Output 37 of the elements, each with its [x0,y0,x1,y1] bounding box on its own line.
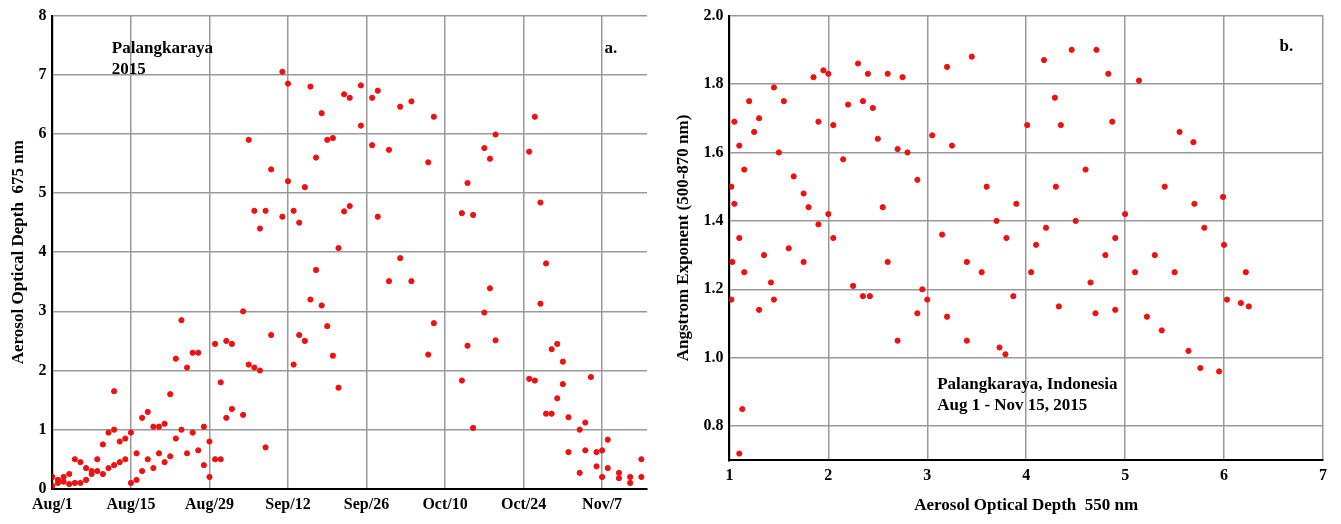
y-tick-label: 0.8 [703,416,724,434]
annotation: Palangkaraya 2015 [111,38,214,79]
y-tick-label: 1 [38,419,47,437]
x-tick-label: Sep/26 [343,494,390,513]
x-tick-label: 4 [1022,466,1031,484]
y-tick-label: 1.2 [703,279,724,297]
y-axis-title: Angstrom Exponent (500-870 nm) [672,114,692,362]
y-tick-label: 2 [38,360,47,378]
y-tick-label: 1.0 [703,347,724,365]
y-tick-label: 1.8 [703,74,724,92]
x-tick-label: 3 [923,466,932,484]
y-tick-label: 7 [38,64,47,82]
x-tick-label: Nov/7 [582,494,623,512]
y-tick-label: 1.4 [703,211,724,229]
x-tick-label: 7 [1319,466,1327,484]
annotation: b. [1279,36,1294,56]
x-tick-label: Oct/24 [500,494,547,512]
y-tick-label: 5 [38,183,47,201]
x-tick-label: 5 [1121,466,1130,484]
y-tick-label: 1.6 [703,142,724,160]
y-tick-label: 8 [38,5,47,23]
x-tick-label: Aug/15 [106,494,156,513]
x-tick-label: Aug/1 [31,494,73,513]
y-axis-title: Aerosol Optical Depth 675 nm [7,140,27,365]
x-tick-label: Oct/10 [422,494,468,512]
annotation: Palangkaraya, Indonesia Aug 1 - Nov 15, 2015 [937,374,1119,415]
x-tick-label: Aug/29 [185,494,234,513]
x-axis-title: Aerosol Optical Depth 550 nm [914,495,1139,515]
annotation: a. [604,38,618,58]
y-tick-label: 3 [38,301,47,319]
y-tick-label: 2.0 [703,5,724,23]
x-tick-label: 2 [824,466,833,484]
y-tick-label: 4 [38,242,47,260]
x-tick-label: 6 [1220,466,1229,484]
x-tick-label: Sep/12 [265,494,311,513]
y-tick-label: 6 [38,124,47,142]
y-tick-label: 0 [38,478,47,496]
